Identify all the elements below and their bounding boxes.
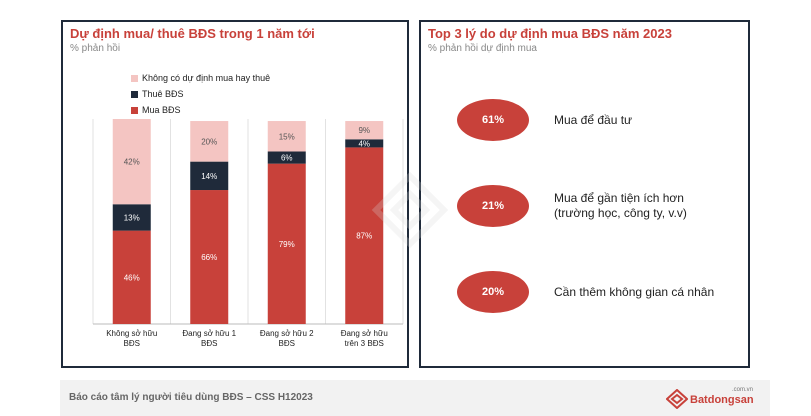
legend-label-rent: Thuê BĐS — [142, 89, 184, 99]
data-label: 20% — [201, 137, 217, 146]
data-label: 6% — [281, 154, 293, 163]
reason-percent-badge: 20% — [457, 271, 529, 313]
reason-item: 20% Cần thêm không gian cá nhân — [457, 271, 714, 313]
bar-segment — [190, 190, 229, 324]
data-label: 4% — [358, 139, 370, 148]
bar-segment — [267, 163, 306, 324]
left-panel-subtitle: % phản hồi — [70, 43, 121, 54]
reason-label: Mua để gần tiện ích hơn (trường học, côn… — [554, 191, 687, 221]
legend-item-buy: Mua BĐS — [131, 102, 270, 118]
bar-segment — [345, 139, 384, 148]
bar-segment — [267, 151, 306, 164]
legend-label-buy: Mua BĐS — [142, 105, 181, 115]
data-label: 9% — [358, 126, 370, 135]
bar-segment — [345, 147, 384, 324]
bar-segment — [345, 121, 384, 140]
logo-domain-text: .com.vn — [732, 387, 754, 393]
legend-swatch-rent — [131, 90, 138, 98]
reason-label-line: Mua để gần tiện ích hơn — [554, 191, 684, 205]
data-label: 79% — [279, 240, 295, 249]
right-panel-title: Top 3 lý do dự định mua BĐS năm 2023 — [428, 26, 672, 41]
legend-swatch-buy — [131, 106, 138, 114]
data-label: 15% — [279, 132, 295, 141]
bar-segment — [112, 119, 151, 205]
reason-label: Cần thêm không gian cá nhân — [554, 285, 714, 300]
legend-label-no-plan: Không có dự định mua hay thuê — [142, 73, 271, 83]
bar-segment — [112, 230, 151, 324]
category-label: BĐS — [201, 339, 217, 348]
reason-item: 21% Mua để gần tiện ích hơn (trường học,… — [457, 185, 687, 227]
data-label: 87% — [356, 232, 372, 241]
left-panel: Dự định mua/ thuê BĐS trong 1 năm tới % … — [61, 20, 409, 368]
bar-segment — [267, 121, 306, 152]
batdongsan-logo: .com.vn Batdongsan — [666, 387, 756, 411]
right-panel-subtitle: % phản hồi dự định mua — [428, 43, 537, 54]
right-panel: Top 3 lý do dự định mua BĐS năm 2023 % p… — [419, 20, 750, 368]
category-label: trên 3 BĐS — [345, 339, 384, 348]
reason-label-line: Mua để đầu tư — [554, 112, 633, 127]
bar-segment — [190, 161, 229, 191]
reason-item: 61% Mua để đầu tư — [457, 99, 632, 141]
data-label: 46% — [124, 273, 140, 282]
batdongsan-logo-icon — [666, 389, 688, 409]
reason-percent-badge: 21% — [457, 185, 529, 227]
reason-label-line: Cần thêm không gian cá nhân — [554, 284, 715, 299]
data-label: 42% — [124, 158, 140, 167]
legend-item-no-plan: Không có dự định mua hay thuê — [131, 70, 270, 86]
footer-report-title: Báo cáo tâm lý người tiêu dùng BĐS – CSS… — [69, 392, 313, 403]
category-label: BĐS — [279, 339, 295, 348]
data-label: 13% — [124, 213, 140, 222]
category-label: Đang sở hữu 2 — [260, 329, 314, 338]
legend-item-rent: Thuê BĐS — [131, 86, 270, 102]
category-label: Không sở hữu — [106, 329, 157, 338]
reason-label: Mua để đầu tư — [554, 113, 632, 128]
left-panel-title: Dự định mua/ thuê BĐS trong 1 năm tới — [70, 26, 315, 41]
category-label: Đang sở hữu — [341, 329, 388, 338]
bar-segment — [112, 204, 151, 231]
category-label: BĐS — [124, 339, 140, 348]
data-label: 14% — [201, 172, 217, 181]
reason-label-line: (trường học, công ty, v.v) — [554, 206, 687, 220]
logo-brand-text: Batdongsan — [690, 394, 754, 406]
footer: Báo cáo tâm lý người tiêu dùng BĐS – CSS… — [60, 380, 770, 416]
bar-segment — [190, 121, 229, 162]
data-label: 66% — [201, 253, 217, 262]
watermark-logo — [371, 171, 449, 249]
legend-swatch-no-plan — [131, 74, 138, 82]
reason-percent-badge: 61% — [457, 99, 529, 141]
chart-legend: Không có dự định mua hay thuê Thuê BĐS M… — [131, 70, 270, 118]
category-label: Đang sở hữu 1 — [182, 329, 236, 338]
